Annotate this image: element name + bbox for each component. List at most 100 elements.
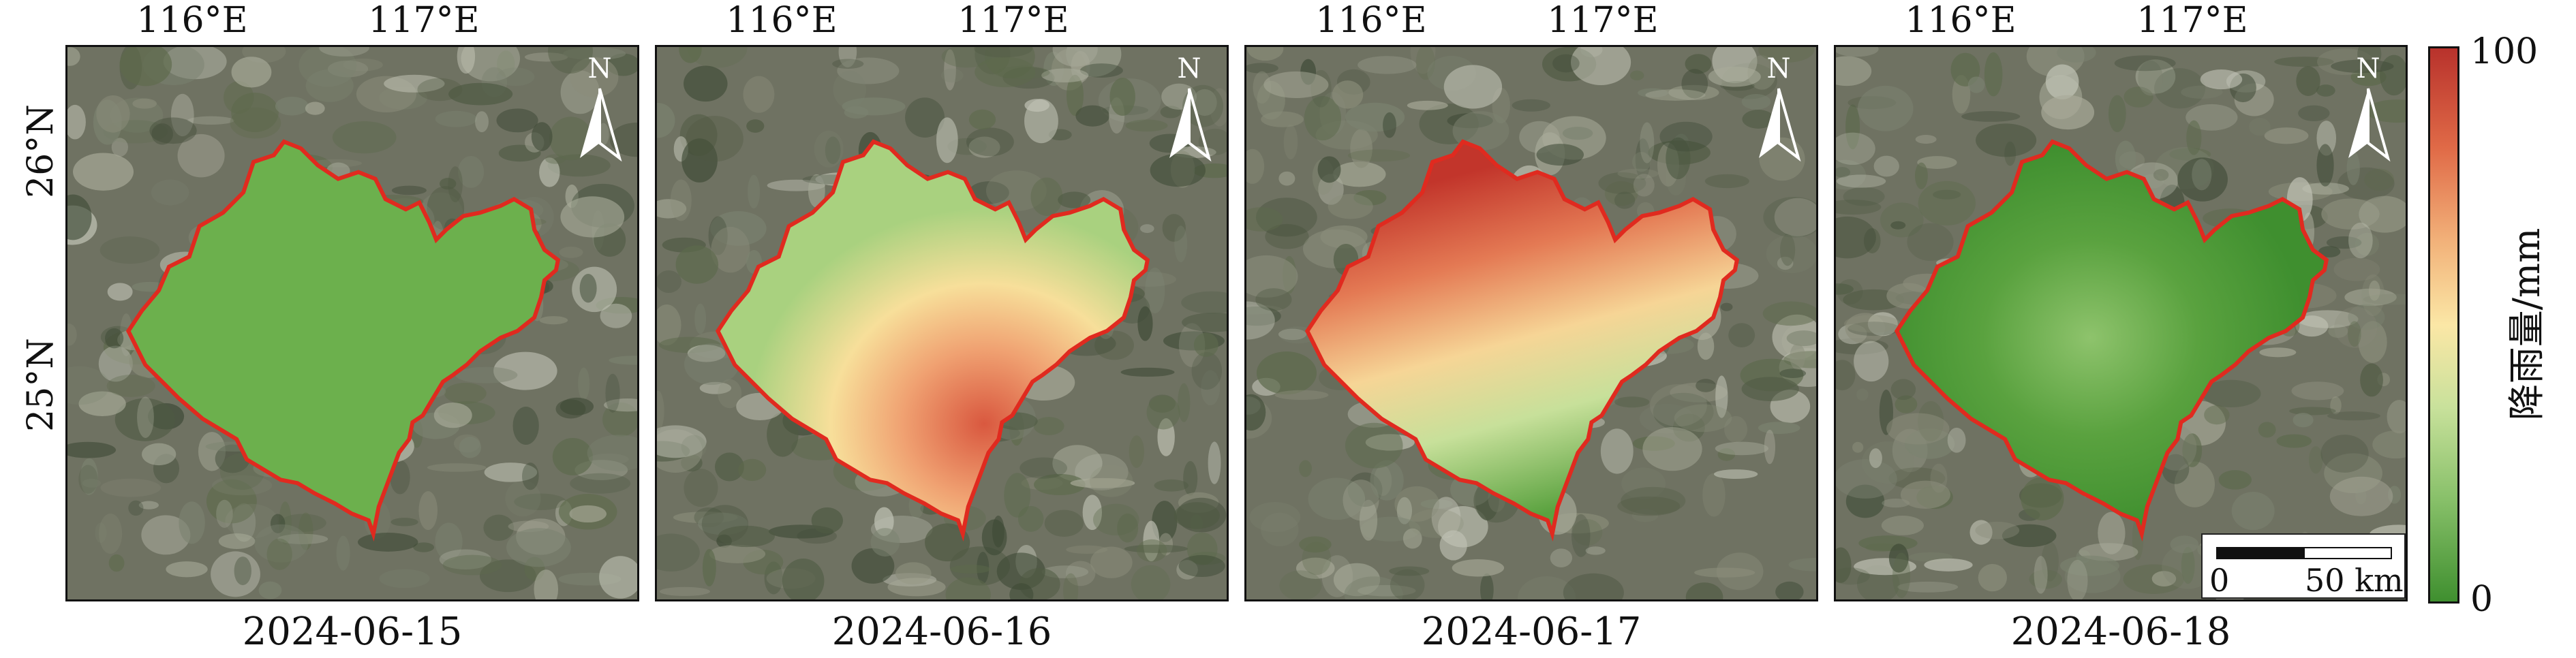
terrain-patch (2327, 411, 2380, 421)
terrain-patch (138, 501, 159, 510)
terrain-patch (602, 402, 637, 437)
terrain-patch (1332, 80, 1364, 109)
terrain-patch (2186, 120, 2202, 155)
terrain-patch (1856, 388, 1869, 401)
terrain-patch (2059, 555, 2119, 576)
terrain-patch (2154, 68, 2206, 109)
terrain-patch (2293, 413, 2314, 428)
terrain-patch (442, 554, 502, 576)
terrain-patch (78, 391, 126, 416)
terrain-patch (2114, 55, 2176, 72)
terrain-patch (2034, 556, 2048, 594)
terrain-patch (151, 123, 173, 145)
terrain-patch (2201, 379, 2261, 407)
terrain-patch (2316, 84, 2335, 97)
terrain-patch (1328, 193, 1373, 219)
terrain-patch (531, 122, 553, 151)
terrain-patch (570, 473, 631, 494)
terrain-patch (2021, 477, 2064, 520)
terrain-patch (2296, 66, 2320, 96)
terrain-patch (2057, 47, 2096, 63)
terrain-patch (2108, 95, 2126, 133)
terrain-patch (258, 581, 282, 599)
terrain-patch (944, 49, 956, 91)
terrain-patch (2289, 407, 2336, 416)
terrain-patch (1402, 528, 1422, 549)
terrain-patch (78, 465, 98, 494)
terrain-patch (1176, 560, 1198, 580)
terrain-patch (1178, 323, 1206, 367)
terrain-patch (996, 65, 1050, 80)
terrain-patch (1146, 395, 1180, 430)
terrain-patch (1034, 473, 1086, 496)
terrain-patch (1632, 151, 1651, 172)
terrain-patch (681, 435, 707, 459)
terrain-patch (1058, 191, 1091, 208)
terrain-patch (461, 47, 521, 82)
terrain-patch (427, 463, 487, 472)
terrain-patch (833, 70, 866, 109)
terrain-patch (1186, 532, 1218, 565)
terrain-patch (1182, 84, 1224, 127)
terrain-patch (2348, 222, 2373, 259)
lon-tick-panel2-117: 117°E (957, 0, 1069, 41)
terrain-patch (1947, 427, 1966, 453)
terrain-patch (1415, 47, 1435, 80)
terrain-patch (455, 366, 518, 383)
terrain-patch (738, 458, 767, 482)
terrain-patch (1775, 581, 1804, 599)
terrain-patch (1845, 484, 1885, 518)
terrain-patch (579, 274, 597, 303)
terrain-patch (1370, 460, 1404, 501)
terrain-patch (1907, 223, 1954, 261)
terrain-patch (1882, 498, 1910, 508)
terrain-patch (1065, 561, 1096, 586)
terrain-patch (439, 178, 457, 190)
terrain-patch (1093, 503, 1139, 536)
terrain-patch (657, 390, 664, 431)
colorbar-title: 降雨量/mm (2505, 228, 2548, 421)
terrain-patch (2153, 169, 2169, 181)
terrain-patch (2115, 140, 2136, 177)
terrain-patch (1317, 156, 1341, 183)
terrain-patch (379, 569, 430, 589)
terrain-patch (2361, 274, 2385, 317)
terrain-patch (332, 121, 397, 154)
terrain-patch (305, 101, 325, 115)
terrain-patch (1933, 189, 1961, 200)
terrain-patch (1674, 404, 1732, 433)
terrain-patch (1763, 196, 1816, 238)
terrain-patch (1255, 288, 1292, 311)
terrain-patch (1897, 581, 1959, 593)
terrain-patch (418, 491, 438, 531)
terrain-patch (1410, 47, 1436, 74)
terrain-patch (1975, 521, 2020, 539)
terrain-patch (1702, 473, 1726, 517)
panel-4-date: 2024-06-18 (2010, 610, 2231, 654)
terrain-patch (1033, 417, 1064, 435)
lon-tick-panel2-116: 116°E (726, 0, 838, 41)
terrain-patch (231, 57, 272, 88)
terrain-patch (811, 507, 843, 534)
terrain-patch (950, 565, 991, 574)
terrain-patch (1836, 132, 1875, 166)
terrain-patch (1600, 428, 1634, 474)
terrain-patch (1715, 441, 1769, 456)
terrain-patch (1967, 76, 1985, 93)
terrain-patch (1181, 291, 1227, 314)
terrain-patch (1742, 110, 1775, 129)
terrain-patch (1614, 191, 1636, 209)
terrain-patch (1157, 418, 1175, 456)
terrain-patch (1089, 465, 1133, 497)
terrain-patch (225, 503, 278, 539)
terrain-patch (1758, 422, 1800, 435)
terrain-patch (114, 398, 175, 441)
terrain-patch (659, 586, 711, 597)
terrain-patch (1160, 106, 1182, 119)
terrain-patch (1633, 174, 1655, 197)
terrain-patch (1869, 448, 1882, 469)
terrain-patch (1781, 322, 1816, 360)
terrain-patch (559, 397, 594, 416)
terrain-patch (1774, 198, 1816, 236)
terrain-patch (1345, 422, 1403, 469)
